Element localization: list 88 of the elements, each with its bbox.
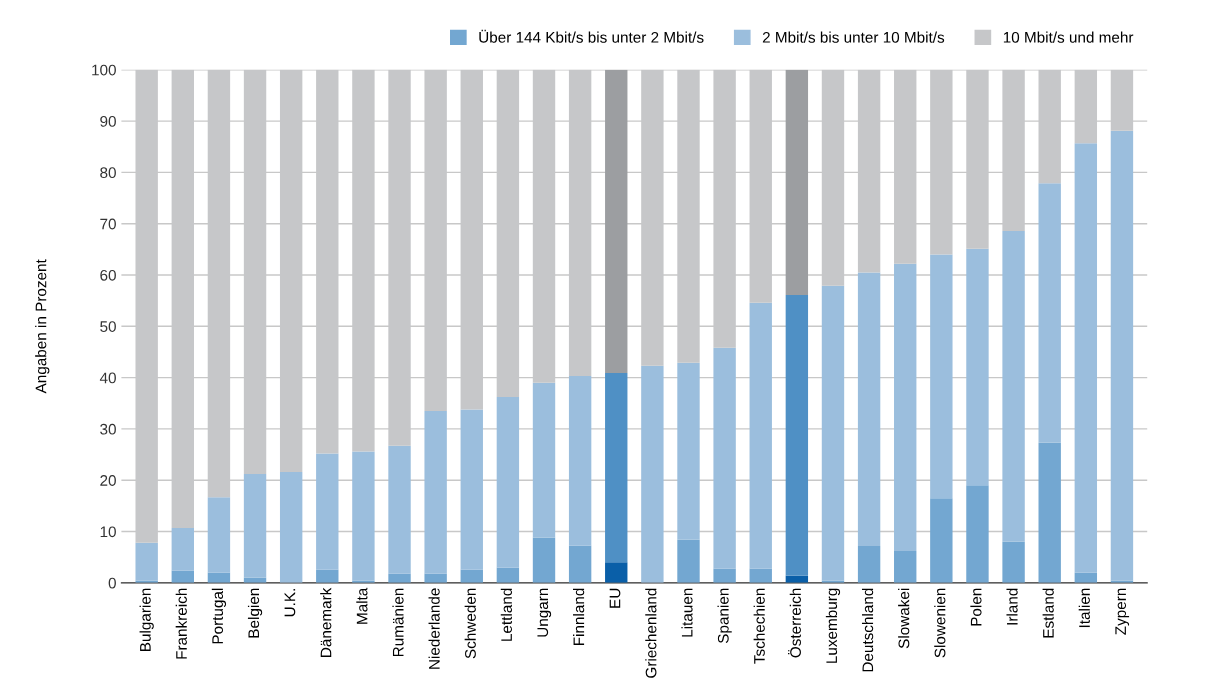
bar xyxy=(532,537,556,583)
bar xyxy=(713,347,736,569)
bar xyxy=(930,254,953,499)
bar xyxy=(496,567,520,583)
bar xyxy=(605,69,628,373)
bar xyxy=(568,545,592,583)
x-tick-label: EU xyxy=(609,588,621,608)
y-tick-label: 70 xyxy=(100,218,116,230)
x-tick-label: Estland xyxy=(1042,588,1054,638)
bar xyxy=(785,69,809,296)
bar xyxy=(677,362,700,540)
bar xyxy=(532,382,556,538)
x-tick-label: Niederlande xyxy=(428,588,440,669)
bar xyxy=(605,562,628,583)
y-tick-label: 90 xyxy=(100,115,116,127)
bar xyxy=(1110,130,1134,581)
bar xyxy=(749,568,772,583)
bar xyxy=(460,409,483,570)
y-axis-title: Angaben in Prozent xyxy=(35,259,50,394)
bar xyxy=(749,302,772,569)
y-tick-label: 50 xyxy=(100,321,116,332)
bar xyxy=(316,453,339,570)
x-tick-label: Irland xyxy=(1006,588,1018,625)
bar xyxy=(1038,183,1061,443)
x-tick-label: Polen xyxy=(970,588,982,626)
x-tick-label: Italien xyxy=(1078,588,1090,628)
bar xyxy=(316,569,339,583)
x-tick-label: U.K. xyxy=(284,589,296,617)
x-tick-label: Malta xyxy=(356,587,368,624)
x-tick-label: Slowakei xyxy=(898,588,910,649)
bar xyxy=(857,545,881,583)
x-tick-label: Belgien xyxy=(247,588,263,638)
x-tick-label: Ungarn xyxy=(537,588,552,637)
bar xyxy=(894,551,917,583)
bar xyxy=(171,527,194,571)
x-tick-label: Lettland xyxy=(500,588,512,641)
y-tick-label: 60 xyxy=(100,269,116,281)
x-tick-label: Deutschland xyxy=(861,588,874,672)
y-tick-label: 100 xyxy=(92,64,116,76)
x-tick-label: Litauen xyxy=(681,588,693,637)
x-tick-label: Rumänien xyxy=(392,588,404,657)
y-tick-label: 0 xyxy=(108,577,116,589)
legend-label: 10 Mbit/s und mehr xyxy=(1003,31,1134,43)
bar xyxy=(677,539,700,583)
x-tick-label: Slowenien xyxy=(934,588,946,658)
y-tick-label: 40 xyxy=(99,372,116,384)
bar xyxy=(243,474,267,578)
x-tick-label: Portugal xyxy=(211,588,227,644)
bar xyxy=(1002,541,1025,583)
x-tick-label: Bulgarien xyxy=(139,588,154,651)
bar xyxy=(1002,230,1025,542)
bar xyxy=(388,445,411,574)
x-tick-label: Schweden xyxy=(464,588,476,659)
x-tick-label: Dänemark xyxy=(320,587,332,657)
y-tick-label: 80 xyxy=(100,167,116,179)
x-tick-label: Österreich xyxy=(788,588,801,658)
bar xyxy=(207,497,231,573)
bar xyxy=(966,485,989,583)
legend-label: 2 Mbit/s bis unter 10 Mbit/s xyxy=(762,31,945,43)
bar xyxy=(930,498,953,583)
bar xyxy=(135,542,158,581)
bar xyxy=(966,248,989,486)
bar xyxy=(857,272,881,546)
x-tick-label: Spanien xyxy=(717,588,732,644)
bar xyxy=(279,472,303,583)
bar xyxy=(713,568,736,583)
y-tick-label: 10 xyxy=(100,526,116,538)
x-tick-label: Zypern xyxy=(1115,588,1130,635)
bar xyxy=(605,373,628,563)
x-tick-label: Griechenland xyxy=(645,588,657,678)
bar xyxy=(785,295,809,576)
bar xyxy=(568,376,592,546)
y-tick-label: 20 xyxy=(100,475,116,486)
bar xyxy=(1038,442,1061,583)
bar xyxy=(496,397,520,568)
bar xyxy=(424,410,447,574)
x-tick-label: Frankreich xyxy=(175,588,187,659)
x-tick-label: Luxemburg xyxy=(825,588,841,663)
bar xyxy=(1074,143,1098,573)
bar xyxy=(352,451,375,581)
bar xyxy=(641,365,664,583)
bar xyxy=(460,569,483,583)
x-tick-label: Tschechien xyxy=(753,588,765,664)
legend-label: Über 144 Kbit/s bis unter 2 Mbit/s xyxy=(479,29,704,43)
bar xyxy=(894,263,917,552)
y-tick-label: 30 xyxy=(100,423,116,435)
x-tick-label: Finnland xyxy=(573,588,585,646)
bar xyxy=(821,285,845,581)
